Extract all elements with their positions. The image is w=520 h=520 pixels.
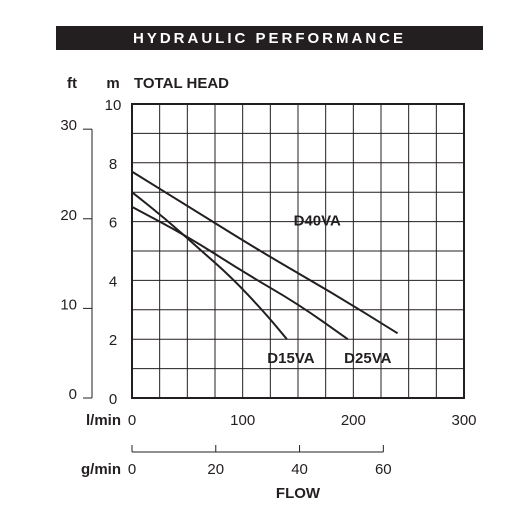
y-tick-label-ft: 20 [60, 207, 77, 224]
x-tick-label-gmin: 0 [128, 461, 136, 478]
plot-frame [131, 103, 465, 399]
y-tick-label-m: 8 [109, 156, 117, 173]
y-tick-label-ft: 0 [69, 386, 77, 403]
y-unit-m: m [106, 75, 119, 92]
x-unit-gmin: g/min [81, 461, 121, 478]
grid [132, 104, 464, 398]
x-tick-label-gmin: 20 [207, 461, 224, 478]
y-tick-label-m: 2 [109, 332, 117, 349]
y-tick-label-m: 10 [105, 97, 122, 114]
y-tick-label-m: 4 [109, 273, 117, 290]
y-tick-label-m: 0 [109, 391, 117, 408]
x-axis-title: FLOW [276, 485, 321, 502]
series-label-d15va: D15VA [267, 350, 314, 367]
x-tick-label-gmin: 40 [291, 461, 308, 478]
curves: D15VA D25VA D40VA [131, 170, 399, 367]
curve-d15va [131, 191, 288, 340]
chart-banner: HYDRAULIC PERFORMANCE [56, 26, 483, 50]
curve-d25va [131, 206, 349, 341]
series-label-d40va: D40VA [294, 212, 341, 229]
banner-title: HYDRAULIC PERFORMANCE [133, 29, 406, 47]
x-tick-label-lmin: 0 [128, 412, 136, 429]
x-unit-lmin: l/min [86, 412, 121, 429]
y-unit-ft: ft [67, 75, 77, 92]
y-tick-label-ft: 10 [60, 296, 77, 313]
y-tick-label-m: 6 [109, 215, 117, 232]
x-tick-label-lmin: 200 [341, 412, 366, 429]
x-tick-label-lmin: 100 [230, 412, 255, 429]
x-tick-label-lmin: 300 [451, 412, 476, 429]
y-tick-label-ft: 30 [60, 117, 77, 134]
x-tick-label-gmin: 60 [375, 461, 392, 478]
y-axis-title: TOTAL HEAD [134, 75, 229, 92]
series-label-d25va: D25VA [344, 350, 391, 367]
curve-d40va [131, 170, 399, 335]
